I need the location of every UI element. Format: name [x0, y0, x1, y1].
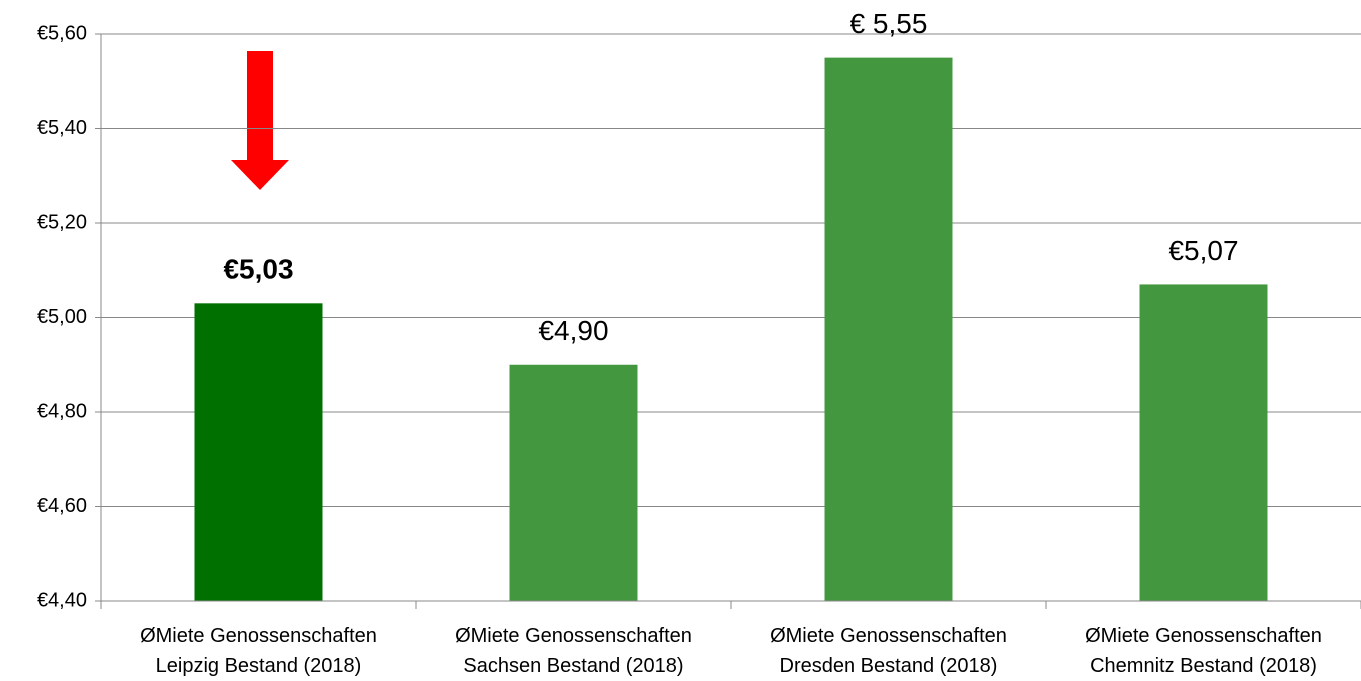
x-tick-label: ØMiete Genossenschaften Dresden Bestand …	[770, 625, 1007, 677]
y-tick-label: €5,40	[37, 117, 87, 139]
value-label: €4,90	[538, 315, 608, 346]
bar	[824, 57, 953, 601]
value-label: € 5,55	[850, 8, 928, 39]
y-tick-label: €4,60	[37, 495, 87, 517]
y-tick-label: €4,40	[37, 589, 87, 611]
bar	[509, 364, 638, 601]
y-tick-label: €5,20	[37, 211, 87, 233]
y-tick-label: €5,60	[37, 22, 87, 44]
y-tick-label: €4,80	[37, 400, 87, 422]
bar	[1139, 284, 1268, 601]
value-label: €5,07	[1168, 235, 1238, 266]
y-tick-label: €5,00	[37, 306, 87, 328]
x-tick-label: ØMiete Genossenschaften Sachsen Bestand …	[455, 625, 692, 677]
value-label: €5,03	[223, 254, 293, 285]
red-arrow	[231, 51, 289, 190]
x-tick-label: ØMiete Genossenschaften Leipzig Bestand …	[140, 625, 377, 677]
x-tick-label: ØMiete Genossenschaften Chemnitz Bestand…	[1085, 625, 1322, 677]
bar	[194, 303, 323, 601]
